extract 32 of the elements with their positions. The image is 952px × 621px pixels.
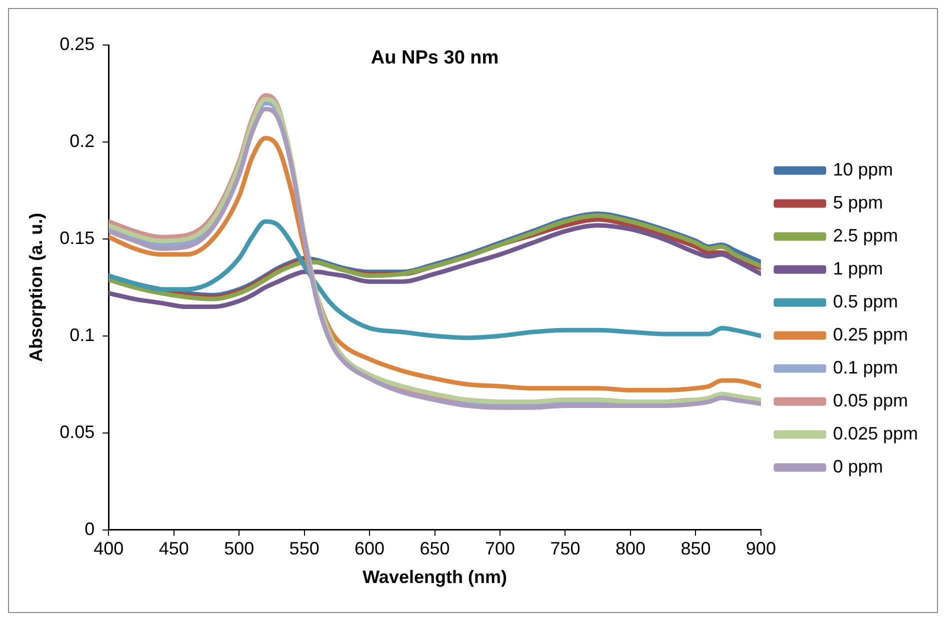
legend-label: 0.05 ppm <box>832 390 908 410</box>
y-tick-label: 0.25 <box>60 34 95 54</box>
legend-label: 0 ppm <box>832 456 883 476</box>
y-tick-label: 0.1 <box>70 324 95 345</box>
x-tick-label: 550 <box>289 538 320 559</box>
x-tick-label: 450 <box>158 538 189 559</box>
legend-label: 10 ppm <box>832 159 893 180</box>
legend-label: 1 ppm <box>832 258 883 278</box>
legend-label: 0.25 ppm <box>832 324 908 344</box>
x-tick-label: 900 <box>746 538 776 559</box>
line-series <box>108 219 761 340</box>
x-tick-label: 400 <box>94 538 124 559</box>
x-tick-label: 700 <box>484 538 516 559</box>
y-tick-label: 0.05 <box>60 422 95 442</box>
x-tick-label: 850 <box>680 538 711 559</box>
line-series <box>108 223 761 310</box>
x-tick-label: 800 <box>615 538 646 559</box>
legend-label: 2.5 ppm <box>832 225 898 246</box>
legend-label: 0.5 ppm <box>832 291 898 312</box>
y-tick-label: 0.2 <box>70 130 95 151</box>
x-tick-label: 500 <box>224 538 254 559</box>
legend-label: 5 ppm <box>832 192 883 212</box>
y-axis-title: Absorption (a. u.) <box>26 212 46 362</box>
x-tick-label: 750 <box>550 538 580 559</box>
legend-label: 0.025 ppm <box>832 423 918 444</box>
x-axis-title: Wavelength (nm) <box>362 567 507 588</box>
y-tick-label: 0.15 <box>60 228 95 248</box>
x-tick-label: 600 <box>354 538 385 559</box>
legend-label: 0.1 ppm <box>832 357 898 378</box>
chart-title: Au NPs 30 nm <box>370 48 499 69</box>
x-tick-label: 650 <box>420 538 450 559</box>
y-tick-label: 0 <box>84 518 95 539</box>
